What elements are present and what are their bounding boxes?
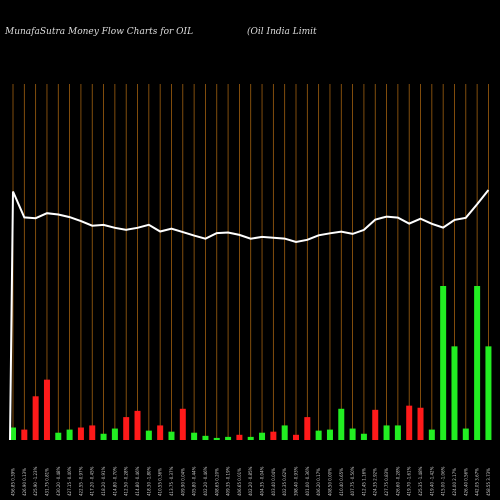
flow-bar xyxy=(417,407,424,440)
x-tick-label: 405.80 -0.44% xyxy=(192,466,197,496)
x-tick-label: 419.70 -1.61% xyxy=(407,466,412,496)
flow-bar xyxy=(225,436,232,440)
flow-bar xyxy=(66,429,73,440)
flow-bar xyxy=(247,436,254,440)
x-tick-label: 458.55 3.73% xyxy=(486,468,491,496)
x-tick-label: 406.65 0.01% xyxy=(237,468,242,496)
x-tick-label: 426.60 -0.28% xyxy=(395,466,400,496)
x-tick-label: 402.35 0.62% xyxy=(282,468,287,496)
x-tick-label: 424.00 2.17% xyxy=(452,468,457,496)
x-tick-label: 426.90 0.13% xyxy=(22,468,27,496)
flow-bar xyxy=(372,409,379,440)
flow-bar xyxy=(462,428,469,440)
flow-bar xyxy=(32,396,39,440)
flow-bar xyxy=(145,430,152,440)
flow-bar xyxy=(406,405,413,440)
money-flow-bars xyxy=(10,286,492,440)
x-tick-label: 456.85 0.39% xyxy=(11,468,16,496)
x-tick-label: 409.35 -0.19% xyxy=(226,466,231,496)
flow-bar xyxy=(134,410,141,440)
x-tick-label: 414.80 -0.46% xyxy=(135,466,140,496)
x-tick-label: 408.65 0.20% xyxy=(214,468,219,496)
flow-bar xyxy=(55,432,62,440)
x-tick-label: 414.80 -0.70% xyxy=(112,466,117,496)
flow-bar xyxy=(111,428,118,440)
x-tick-label: 406.20 0.17% xyxy=(316,468,321,496)
flow-bar xyxy=(326,429,333,440)
x-tick-label: 418.20 -0.91% xyxy=(101,466,106,496)
x-tick-label: 402.20 -0.85% xyxy=(248,466,253,496)
flow-bar xyxy=(440,286,447,440)
flow-bar xyxy=(451,346,458,440)
flow-bar xyxy=(10,427,16,440)
x-tick-label: 425.90 -1.23% xyxy=(33,466,38,496)
flow-bar xyxy=(213,437,220,440)
x-tick-label: 427.75 0.83% xyxy=(384,468,389,496)
flow-bar xyxy=(191,432,198,440)
flow-bar xyxy=(202,435,209,440)
company-name: (Oil India Limit xyxy=(247,26,317,37)
flow-bar xyxy=(179,408,186,440)
x-tick-label: 407.75 -0.50% xyxy=(350,466,355,496)
flow-bar xyxy=(43,379,50,440)
flow-bar xyxy=(474,286,481,440)
flow-bar xyxy=(360,433,367,440)
x-tick-label: 408.50 0.00% xyxy=(327,468,332,496)
x-tick-label: 412.50 -0.28% xyxy=(124,466,129,496)
x-tick-label: 418.30 -1.80% xyxy=(146,466,151,496)
x-tick-label: 409.90 0.04% xyxy=(180,468,185,496)
x-tick-label: 404.35 -0.04% xyxy=(260,466,265,496)
x-tick-label: 426.40 0.56% xyxy=(463,468,468,496)
flow-bar xyxy=(304,417,311,440)
x-tick-label: 425.35 -1.48% xyxy=(418,466,423,496)
x-tick-label: 413.75 -0.37% xyxy=(169,466,174,496)
flow-bar xyxy=(293,434,299,440)
flow-bar xyxy=(383,425,390,440)
x-tick-label: 401.00 -0.36% xyxy=(305,466,310,496)
flow-bar xyxy=(259,432,266,440)
x-tick-label: 427.15 -0.40% xyxy=(67,466,72,496)
flow-bar xyxy=(89,425,96,440)
flow-bar xyxy=(157,425,164,440)
price-line xyxy=(9,189,490,441)
x-tick-label: 410.55 0.36% xyxy=(158,468,163,496)
x-tick-label: 412.45 1.16% xyxy=(361,468,366,496)
x-tick-label: 402.20 -0.46% xyxy=(203,466,208,496)
x-tick-label: 424.35 2.92% xyxy=(373,468,378,496)
x-tick-label: 398.40 -0.93% xyxy=(294,466,299,496)
flow-bar xyxy=(236,434,243,440)
x-tick-labels: 456.85 0.39% 426.90 0.13% 425.90 -1.23% 431… xyxy=(11,466,491,496)
x-tick-label: 417.20 -0.45% xyxy=(90,466,95,496)
flow-bar xyxy=(281,425,288,440)
flow-bar xyxy=(394,425,401,440)
flow-bar xyxy=(485,346,492,440)
flow-bar xyxy=(349,428,356,440)
x-tick-label: 415.00 -1.06% xyxy=(441,466,446,496)
flow-bar xyxy=(123,417,130,440)
flow-bar xyxy=(338,408,345,440)
flow-bar xyxy=(315,430,322,440)
flow-bar xyxy=(168,431,175,440)
x-tick-label: 442.05 3.67% xyxy=(475,468,480,496)
x-tick-label: 419.40 -1.42% xyxy=(429,466,434,496)
flow-bar xyxy=(270,431,277,440)
x-tick-label: 431.75 0.81% xyxy=(44,468,49,496)
x-tick-label: 403.40 0.04% xyxy=(271,468,276,496)
x-tick-label: 430.20 -0.48% xyxy=(56,466,61,496)
flow-bar xyxy=(21,429,28,440)
x-tick-label: 422.55 -0.97% xyxy=(78,466,83,496)
chart-title: MunafaSutra Money Flow Charts for OIL xyxy=(4,27,193,37)
flow-bar xyxy=(428,429,435,440)
flow-bar xyxy=(100,433,107,440)
x-tick-label: 410.40 0.65% xyxy=(339,468,344,496)
flow-bar xyxy=(77,427,84,440)
